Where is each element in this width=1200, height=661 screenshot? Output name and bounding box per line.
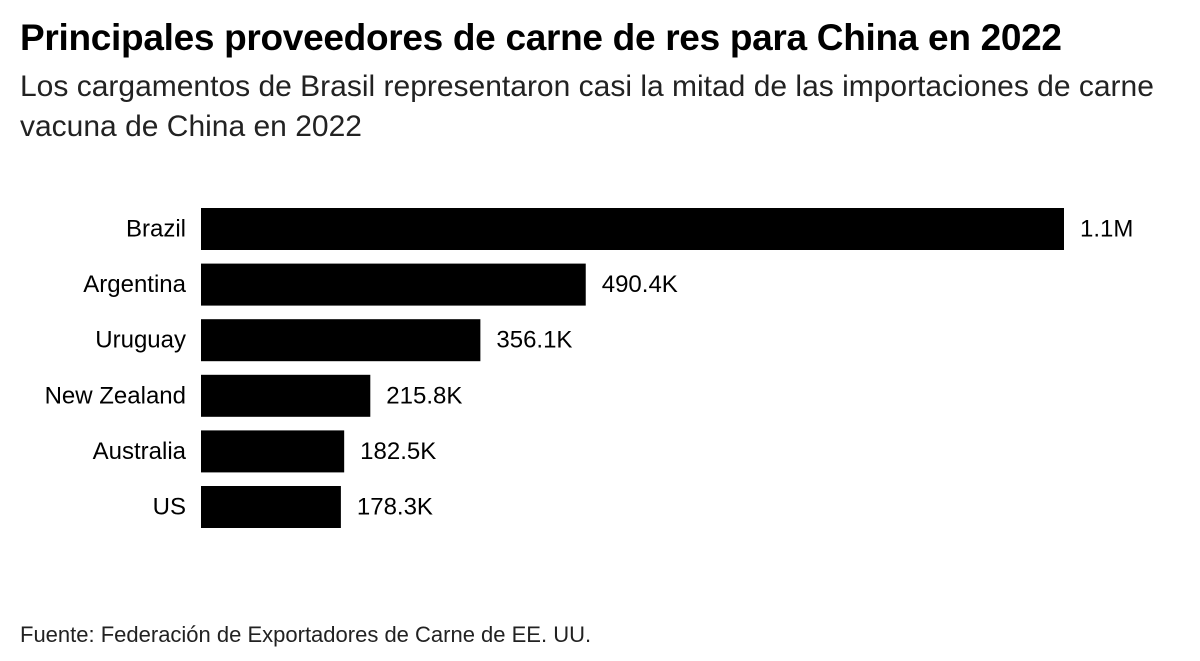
category-label-us: US [153,494,186,521]
bar-chart: Brazil 1.1M Argentina 490.4K Uruguay 356.1K Ne… [45,208,1133,528]
bar-uruguay [201,319,481,362]
chart-title: Principales proveedores de carne de res … [20,17,1062,58]
value-label-brazil: 1.1M [1080,216,1133,243]
value-label-us: 178.3K [357,494,433,521]
category-label-australia: Australia [93,438,187,465]
bar-new-zealand [201,374,371,417]
bar-us [201,486,341,528]
category-label-brazil: Brazil [126,216,186,243]
value-label-new-zealand: 215.8K [386,382,462,409]
bar-australia [201,430,345,473]
category-label-uruguay: Uruguay [95,327,186,354]
source-note: Fuente: Federación de Exportadores de Ca… [20,622,592,647]
value-label-australia: 182.5K [360,438,436,465]
bar-brazil [201,208,1064,250]
value-label-argentina: 490.4K [602,271,678,298]
category-label-new-zealand: New Zealand [45,382,186,409]
category-label-argentina: Argentina [83,271,186,298]
bar-argentina [201,263,586,306]
value-label-uruguay: 356.1K [496,327,572,354]
chart-subtitle: Los cargamentos de Brasil representaron … [20,70,1154,143]
